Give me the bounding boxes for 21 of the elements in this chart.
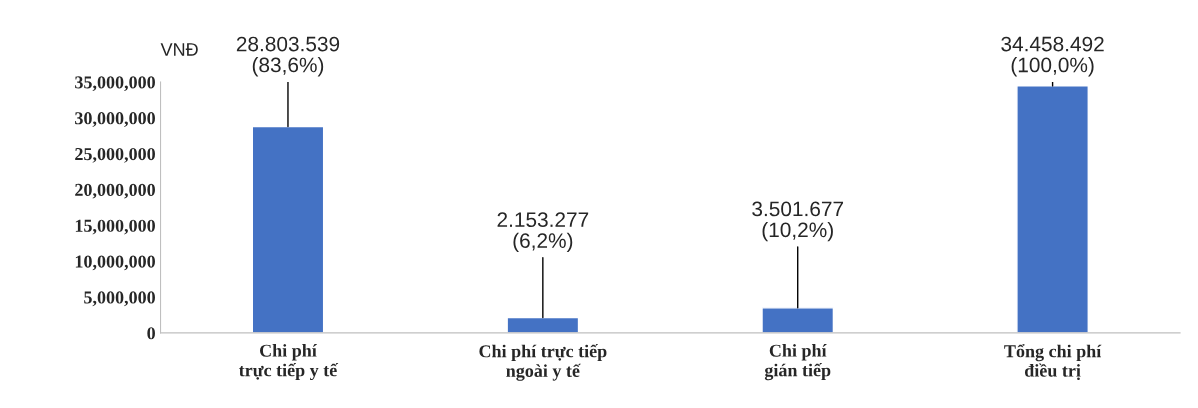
y-axis-title: VNĐ [160,43,198,56]
bar [761,307,835,333]
x-tick-label: Chi phí gián tiếp [764,344,831,381]
y-tick-label: 15,000,000 [75,219,155,235]
y-tick-label: 10,000,000 [75,255,155,271]
data-label: 3.501.677 (10,2%) [752,201,844,242]
bar [1016,85,1089,333]
bar [506,316,580,333]
x-tick-label: Chi phí trực tiếp ngoài y tế [479,344,607,381]
x-tick-label: Tổng chi phí điều trị [1004,344,1102,381]
y-tick-label: 20,000,000 [75,183,155,199]
y-tick-label: 25,000,000 [75,147,155,163]
data-label: 28.803.539 (83,6%) [236,36,340,77]
y-tick-label: 0 [147,327,155,340]
y-tick-label: 5,000,000 [84,291,155,307]
data-label: 34.458.492 (100,0%) [1001,36,1104,77]
y-tick-label: 30,000,000 [75,112,155,127]
x-tick-label: Chi phí trực tiếp y tế [238,344,339,381]
bar [251,125,325,333]
y-tick-label: 35,000,000 [75,76,155,92]
data-label: 2.153.277 (6,2%) [497,212,589,253]
